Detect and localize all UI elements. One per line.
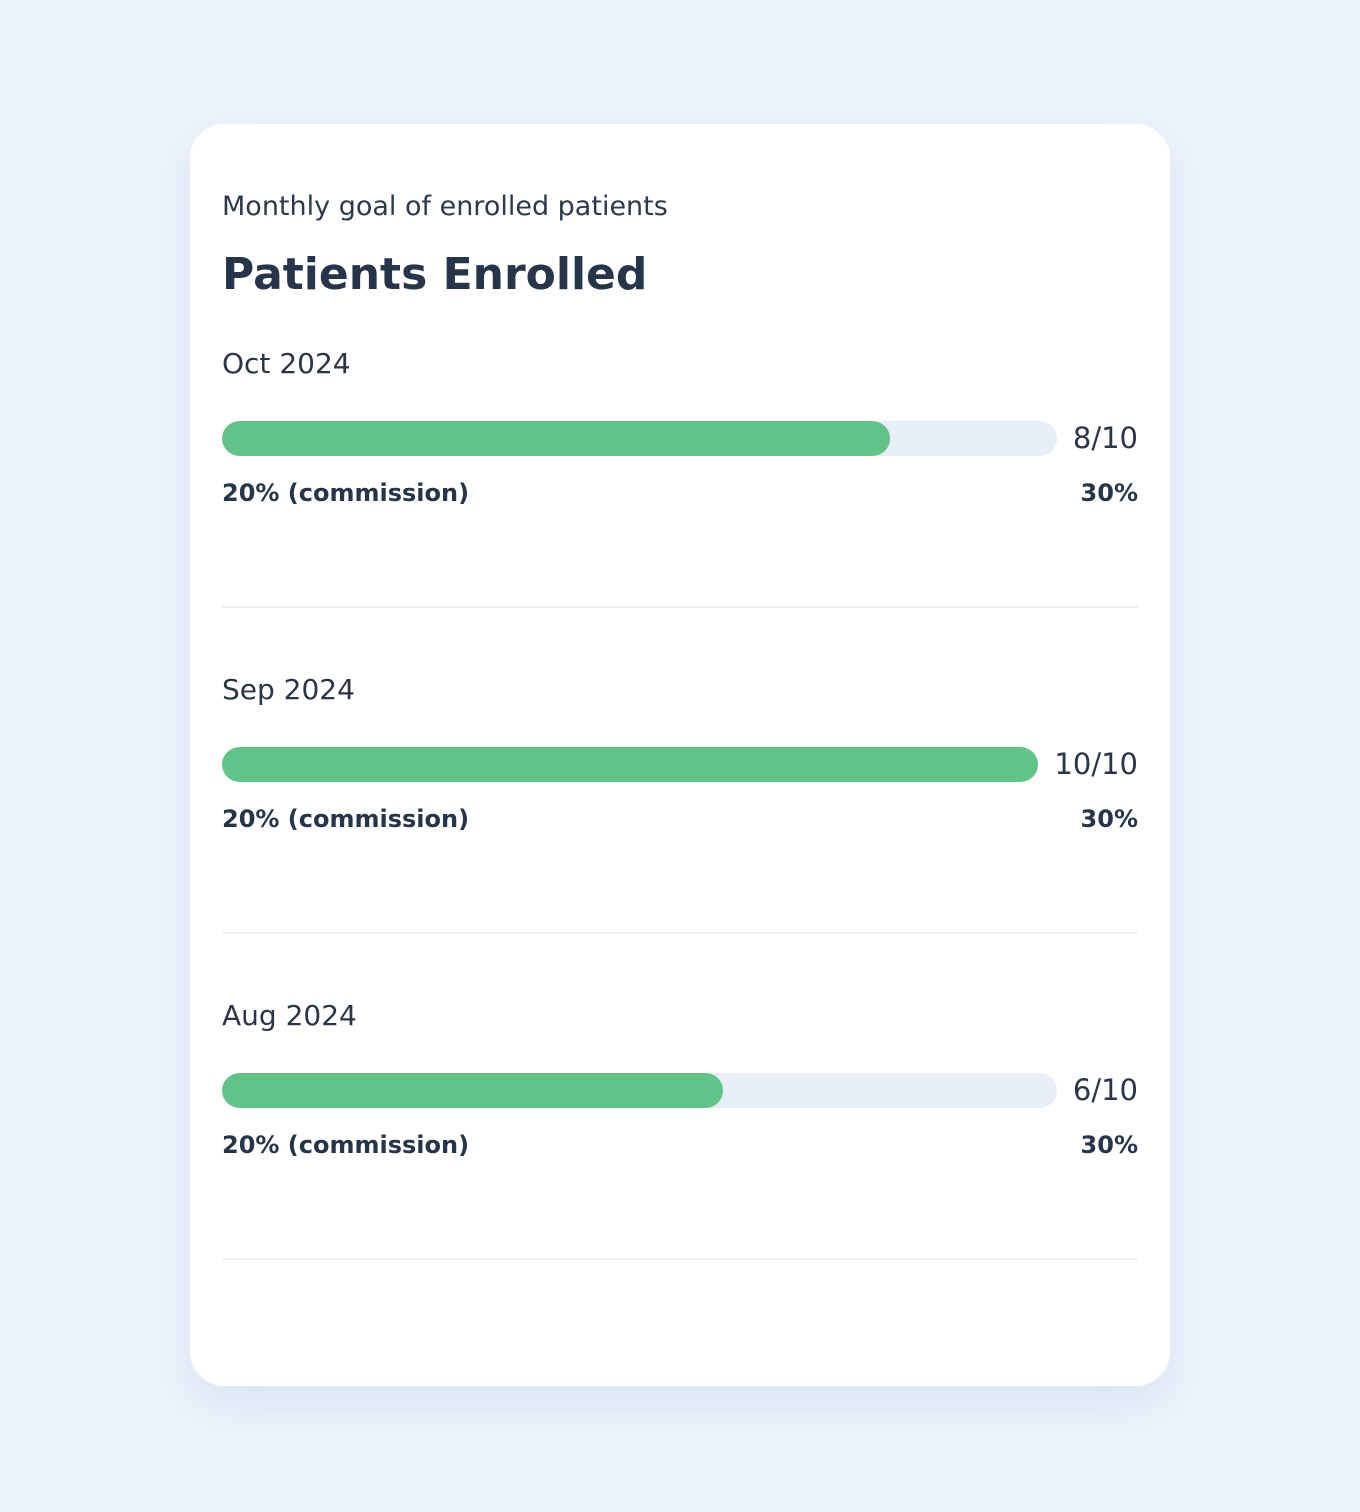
progress-row: 8/10 (222, 418, 1138, 458)
month-section: Aug 2024 6/10 20% (commission) 30% (222, 998, 1138, 1260)
enrollment-card: Monthly goal of enrolled patients Patien… (190, 124, 1170, 1386)
commission-row: 20% (commission) 30% (222, 478, 1138, 508)
month-label: Aug 2024 (222, 999, 357, 1032)
card-title: Patients Enrolled (222, 249, 648, 300)
card-subtitle: Monthly goal of enrolled patients (222, 191, 668, 222)
progress-fill (222, 1072, 723, 1108)
commission-label: 20% (commission) (222, 805, 470, 833)
month-section: Oct 2024 8/10 20% (commission) 30% (222, 346, 1138, 608)
enrolled-count: 10/10 (1054, 747, 1138, 781)
progress-track (222, 1072, 1057, 1108)
month-label: Oct 2024 (222, 347, 351, 380)
progress-track (222, 420, 1057, 456)
commission-target: 30% (1080, 805, 1138, 833)
month-label: Sep 2024 (222, 673, 355, 706)
commission-label: 20% (commission) (222, 479, 470, 507)
progress-row: 10/10 (222, 744, 1138, 784)
enrolled-count: 8/10 (1072, 421, 1138, 455)
month-list: Oct 2024 8/10 20% (commission) 30% Sep 2… (222, 346, 1138, 1260)
month-section: Sep 2024 10/10 20% (commission) 30% (222, 672, 1138, 934)
commission-target: 30% (1080, 1131, 1138, 1159)
progress-row: 6/10 (222, 1070, 1138, 1110)
commission-row: 20% (commission) 30% (222, 1130, 1138, 1160)
progress-fill (222, 420, 890, 456)
progress-track (222, 746, 1039, 782)
commission-label: 20% (commission) (222, 1131, 470, 1159)
commission-row: 20% (commission) 30% (222, 804, 1138, 834)
commission-target: 30% (1080, 479, 1138, 507)
progress-fill (222, 746, 1039, 782)
enrolled-count: 6/10 (1072, 1073, 1138, 1107)
